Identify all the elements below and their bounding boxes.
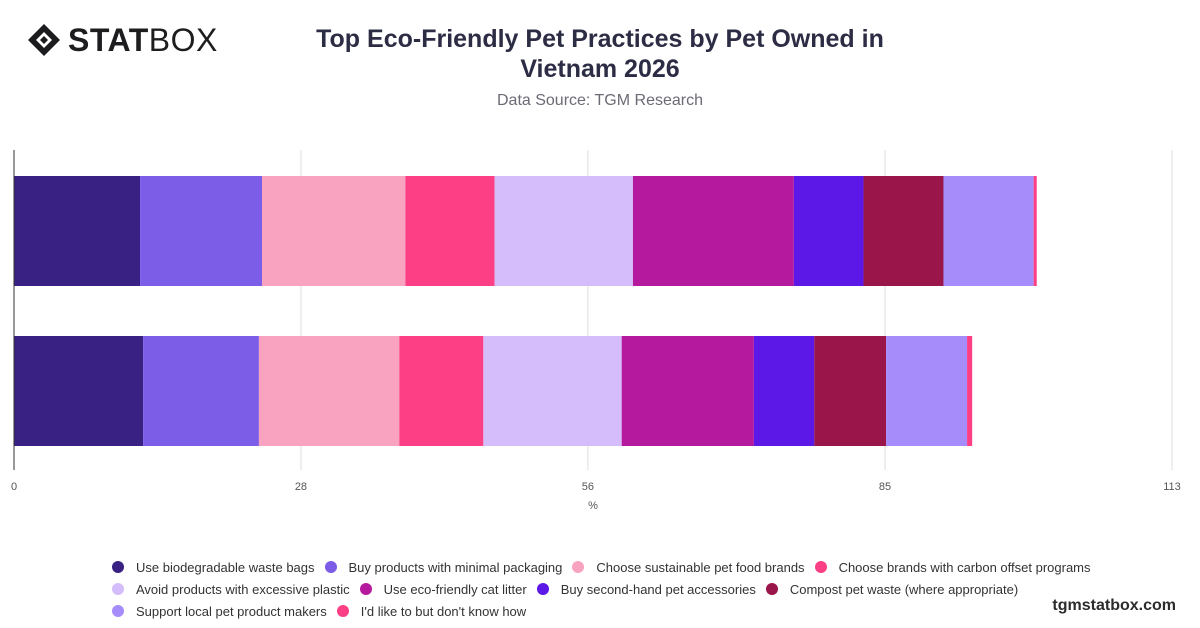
logo-diamond-icon <box>28 24 60 56</box>
bar-segment <box>967 336 973 446</box>
legend-item[interactable]: Use biodegradable waste bags <box>112 560 315 575</box>
legend-label: Buy second-hand pet accessories <box>560 581 756 597</box>
bar-segment <box>405 176 495 286</box>
legend-label: Choose sustainable pet food brands <box>596 559 805 575</box>
statbox-logo: STATBOX <box>26 22 218 58</box>
legend-label: Support local pet product makers <box>136 603 327 619</box>
bar-segment <box>632 176 794 286</box>
bar-segment <box>886 336 968 446</box>
chart-header: Top Eco-Friendly Pet Practices by Pet Ow… <box>300 24 900 110</box>
bar-segment <box>621 336 754 446</box>
bar-segment <box>793 176 864 286</box>
legend-marker <box>336 605 349 617</box>
legend-marker <box>359 583 372 595</box>
legend-label: Use eco-friendly cat litter <box>383 581 527 597</box>
legend-marker <box>572 561 585 573</box>
legend-marker <box>765 583 778 595</box>
chart-title: Top Eco-Friendly Pet Practices by Pet Ow… <box>316 25 884 83</box>
x-tick-label: 56 <box>582 481 594 493</box>
x-axis-label: % <box>588 500 598 512</box>
chart-legend: Use biodegradable waste bags Buy products… <box>112 556 1112 622</box>
bar-segment <box>494 176 633 286</box>
bar-segment <box>258 336 400 446</box>
bar-segment <box>863 176 944 286</box>
bar-segment <box>399 336 484 446</box>
legend-row: Avoid products with excessive plastic Use… <box>112 578 1112 600</box>
legend-label: Use biodegradable waste bags <box>136 559 315 575</box>
bar-segment <box>943 176 1034 286</box>
logo-text-light: BOX <box>148 22 218 58</box>
legend-row: Support local pet product makers I'd like… <box>112 600 1112 622</box>
bar-segment <box>483 336 622 446</box>
legend-marker <box>112 605 124 617</box>
x-tick-label: 85 <box>879 481 891 493</box>
legend-item[interactable]: Choose sustainable pet food brands <box>572 559 805 575</box>
legend-item[interactable]: Compost pet waste (where appropriate) <box>765 581 1019 597</box>
legend-item[interactable]: Buy products with minimal packaging <box>324 559 563 575</box>
legend-item[interactable]: Choose brands with carbon offset program… <box>814 559 1091 575</box>
x-axis: 0 28 56 85 113% <box>11 150 1181 512</box>
legend-item[interactable]: Use eco-friendly cat litter <box>359 581 527 597</box>
legend-row: Use biodegradable waste bags Buy products… <box>112 556 1112 578</box>
legend-item[interactable]: Buy second-hand pet accessories <box>536 581 756 597</box>
bars <box>14 176 1037 446</box>
legend-marker <box>814 561 827 573</box>
x-tick-label: 113 <box>1163 481 1181 493</box>
legend-item[interactable]: Avoid products with excessive plastic <box>112 582 350 597</box>
legend-label: Buy products with minimal packaging <box>348 559 563 575</box>
logo-wordmark: STATBOX <box>68 22 218 58</box>
legend-marker <box>536 583 549 595</box>
bar-segment <box>140 176 262 286</box>
chart-subtitle: Data Source: TGM Research <box>496 92 703 109</box>
site-url: tgmstatbox.com <box>1052 597 1176 614</box>
legend-item[interactable]: Support local pet product makers <box>112 604 327 619</box>
legend-label: Choose brands with carbon offset program… <box>838 559 1091 575</box>
logo-text-strong: STAT <box>68 22 149 58</box>
legend-label: I'd like to but don't know how <box>360 603 527 619</box>
stacked-bar-chart: 0 28 56 85 113% <box>11 150 1181 512</box>
legend-label: Avoid products with excessive plastic <box>136 581 350 597</box>
bar-segment <box>143 336 259 446</box>
bar-segment <box>14 176 141 286</box>
legend-marker <box>112 583 124 595</box>
legend-marker <box>324 561 337 573</box>
bar-segment <box>1033 176 1037 286</box>
bar-segment <box>753 336 815 446</box>
legend-label: Compost pet waste (where appropriate) <box>789 581 1019 597</box>
x-tick-label: 28 <box>295 481 307 493</box>
bar-segment <box>14 336 144 446</box>
bar-segment <box>814 336 887 446</box>
bar-segment <box>261 176 406 286</box>
legend-item[interactable]: I'd like to but don't know how <box>336 603 527 619</box>
legend-marker <box>112 561 124 573</box>
x-tick-label: 0 <box>11 481 17 493</box>
